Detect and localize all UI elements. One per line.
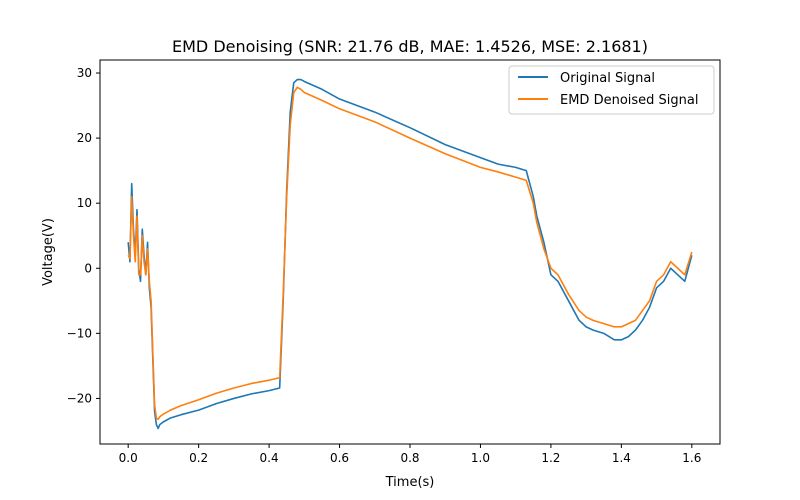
legend: Original Signal EMD Denoised Signal	[508, 65, 715, 115]
series-line-emd-denoised-signal	[127, 86, 693, 421]
x-tick-label: 1.4	[612, 451, 631, 465]
y-tick-label: −10	[67, 326, 92, 340]
series-layer	[127, 78, 693, 430]
chart-title: EMD Denoising (SNR: 21.76 dB, MAE: 1.452…	[172, 37, 648, 56]
x-tick-label: 0.6	[330, 451, 349, 465]
x-tick-label: 1.0	[471, 451, 490, 465]
series-line-original-signal	[127, 78, 693, 430]
x-axis-label: Time(s)	[385, 475, 435, 490]
legend-label-original-signal: Original Signal	[560, 71, 655, 86]
x-tick-label: 0.4	[260, 451, 279, 465]
y-axis-ticks: −20 −10 0 10 20 30	[67, 66, 100, 405]
legend-label-emd-denoised-signal: EMD Denoised Signal	[560, 93, 698, 108]
x-tick-label: 1.2	[541, 451, 560, 465]
y-tick-label: 10	[77, 196, 92, 210]
y-tick-label: 20	[77, 131, 92, 145]
y-tick-label: 30	[77, 66, 92, 80]
y-tick-label: −20	[67, 391, 92, 405]
x-tick-label: 0.8	[400, 451, 419, 465]
x-tick-label: 1.6	[682, 451, 701, 465]
y-tick-label: 0	[84, 261, 92, 275]
legend-box	[508, 65, 715, 115]
y-axis-label: Voltage(V)	[41, 218, 56, 286]
x-tick-label: 0.2	[189, 451, 208, 465]
x-axis-ticks: 0.0 0.2 0.4 0.6 0.8 1.0 1.2 1.4 1.6	[119, 444, 701, 465]
x-tick-label: 0.0	[119, 451, 138, 465]
